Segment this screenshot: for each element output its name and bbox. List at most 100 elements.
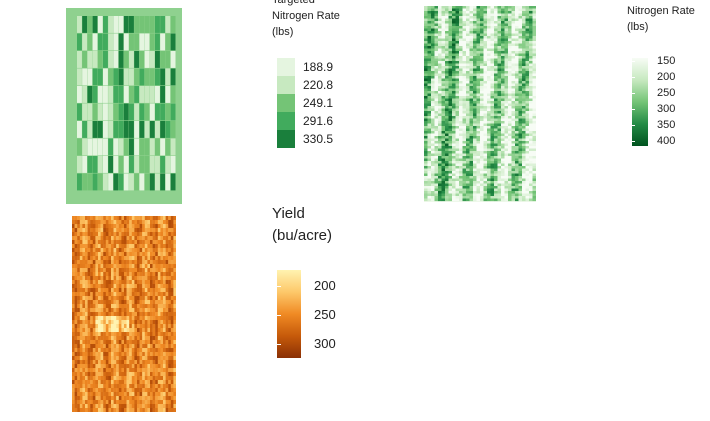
rate-cell (441, 16, 446, 19)
rate-cell (518, 11, 523, 14)
yield-cell (170, 340, 174, 345)
yield-cell (139, 236, 143, 241)
yield-cell (139, 400, 143, 405)
yield-cell (131, 280, 135, 285)
rate-cell (438, 21, 442, 24)
rate-cell (424, 138, 428, 142)
yield-cell (124, 268, 127, 273)
yield-cell (134, 228, 138, 233)
yield-cell (108, 292, 112, 297)
yield-cell (90, 316, 93, 321)
yield-cell (85, 296, 88, 301)
yield-cell (152, 272, 156, 277)
rate-cell (462, 123, 467, 127)
rate-cell (504, 36, 509, 39)
rate-cell (427, 33, 432, 37)
rate-block (118, 68, 124, 86)
rate-cell (480, 73, 484, 77)
yield-cell (168, 292, 171, 297)
rate-cell (434, 118, 439, 122)
yield-cell (121, 324, 125, 329)
yield-cell (121, 356, 125, 361)
rate-cell (476, 191, 481, 194)
rate-cell (476, 66, 481, 69)
yield-cell (77, 308, 80, 313)
rate-cell (476, 26, 481, 29)
rate-cell (487, 53, 491, 57)
rate-cell (469, 106, 474, 109)
rate-cell (476, 51, 481, 54)
rate-cell (508, 51, 512, 54)
rate-block (108, 33, 114, 51)
rate-cell (441, 148, 446, 152)
yield-cell (79, 284, 83, 289)
rate-cell (459, 151, 463, 154)
rate-cell (529, 171, 533, 174)
rate-cell (532, 58, 536, 62)
yield-cell (173, 356, 176, 361)
rate-cell (522, 146, 526, 149)
yield-cell (111, 308, 114, 313)
yield-cell (121, 388, 125, 393)
rate-cell (522, 123, 526, 127)
yield-cell (142, 340, 145, 345)
yield-cell (90, 344, 93, 349)
rate-cell (522, 193, 526, 197)
yield-cell (134, 240, 138, 245)
yield-cell (131, 316, 135, 321)
yield-cell (173, 252, 176, 257)
yield-cell (108, 368, 112, 373)
rate-block (139, 86, 145, 103)
rate-cell (525, 161, 530, 164)
rate-cell (459, 6, 463, 9)
rate-cell (445, 31, 449, 34)
rate-cell (473, 21, 477, 24)
rate-cell (508, 158, 512, 162)
rate-cell (522, 71, 526, 74)
rate-cell (483, 26, 488, 29)
yield-cell (90, 364, 93, 369)
yield-cell (152, 280, 156, 285)
yield-cell (134, 408, 138, 412)
rate-block (139, 16, 145, 33)
rate-cell (469, 123, 474, 127)
yield-cell (163, 220, 166, 225)
yield-cell (85, 340, 88, 345)
yield-cell (163, 372, 166, 377)
rate-cell (522, 91, 526, 94)
rate-cell (501, 141, 505, 144)
yield-cell (131, 216, 135, 221)
rate-cell (469, 33, 474, 37)
yield-cell (142, 216, 145, 221)
yield-cell (90, 368, 93, 373)
rate-block (149, 33, 155, 51)
rate-cell (424, 56, 428, 59)
rate-cell (497, 108, 502, 112)
yield-cell (74, 252, 78, 257)
rate-cell (483, 41, 488, 44)
rate-cell (438, 188, 442, 192)
yield-cell (116, 340, 119, 345)
yield-cell (139, 228, 143, 233)
yield-cell (105, 228, 109, 233)
rate-cell (455, 18, 460, 22)
yield-cell (155, 344, 158, 349)
yield-cell (157, 384, 161, 389)
yield-cell (87, 268, 91, 273)
rate-cell (445, 141, 449, 144)
yield-cell (79, 324, 83, 329)
rate-cell (515, 106, 519, 109)
rate-cell (480, 106, 484, 109)
rate-cell (431, 81, 435, 84)
rate-cell (455, 26, 460, 29)
yield-cell (173, 372, 176, 377)
rate-cell (487, 68, 491, 72)
rate-cell (497, 181, 502, 184)
yield-cell (155, 388, 158, 393)
yield-cell (113, 328, 117, 333)
yield-cell (165, 396, 169, 401)
yield-cell (92, 280, 96, 285)
rate-cell (448, 151, 453, 154)
rate-cell (473, 78, 477, 82)
rate-cell (490, 133, 495, 137)
